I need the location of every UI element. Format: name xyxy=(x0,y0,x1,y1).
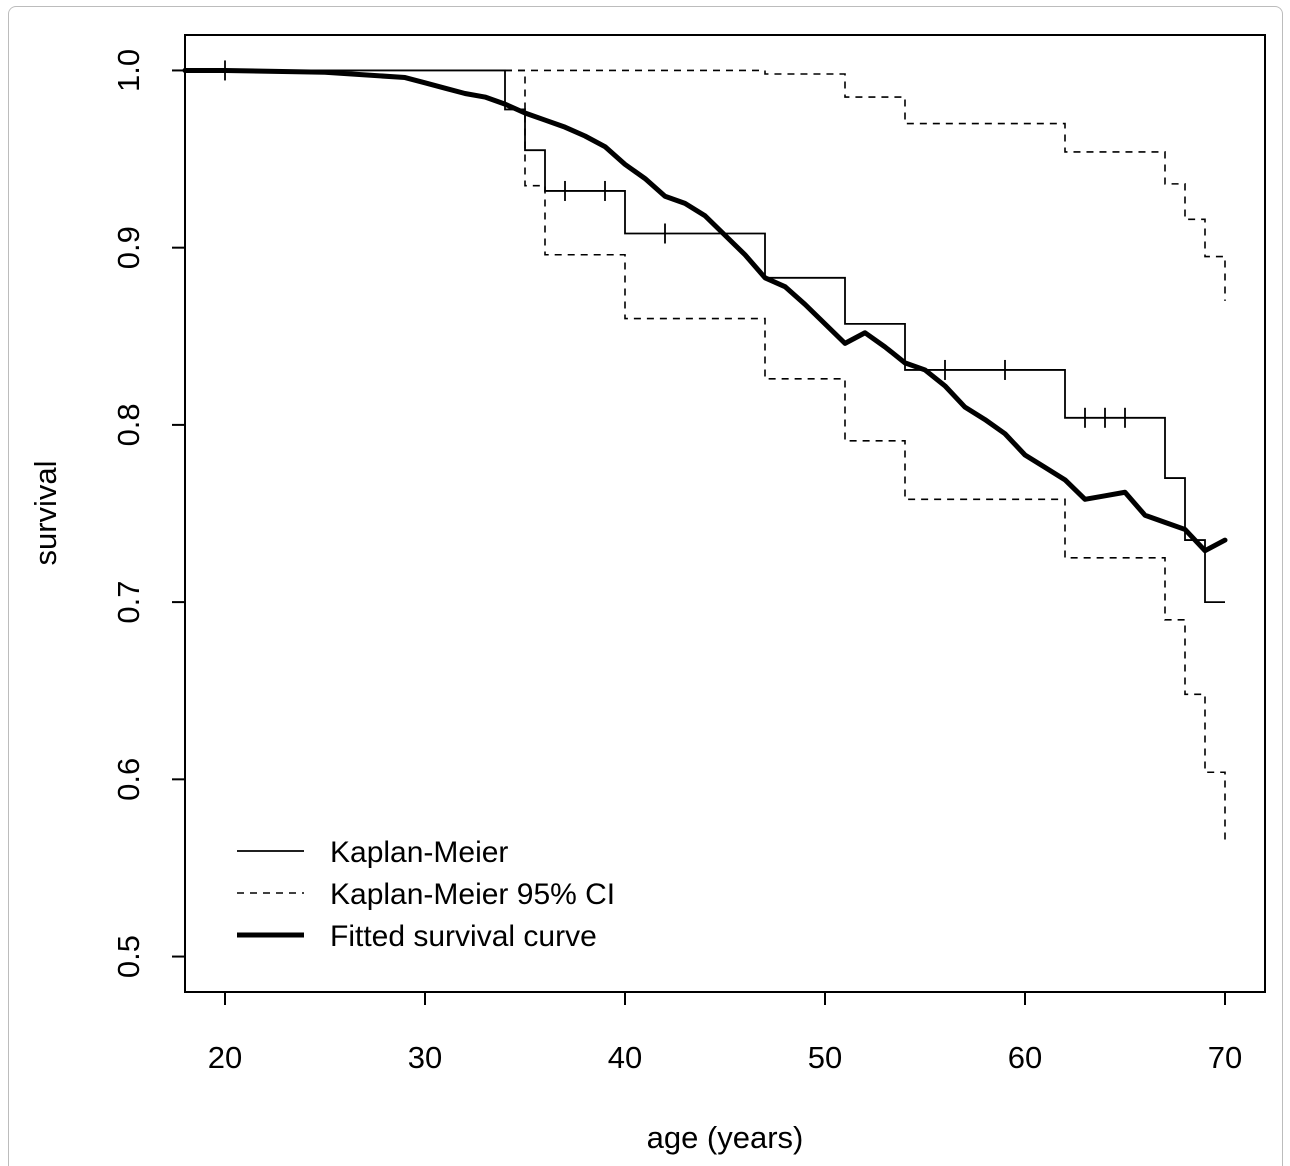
ci-upper-line xyxy=(505,69,1226,301)
fitted-curve-line xyxy=(182,67,1228,554)
legend-label: Kaplan-Meier xyxy=(330,836,508,869)
x-tick-label: 70 xyxy=(1208,1040,1242,1075)
y-axis-label: survival xyxy=(28,460,63,565)
y-axis: 0.5 0.6 0.7 0.8 0.9 1.0 xyxy=(111,49,186,978)
x-tick-label: 60 xyxy=(1008,1040,1042,1075)
x-axis: 20 30 40 50 60 70 xyxy=(208,991,1242,1075)
figure-frame xyxy=(8,6,1283,1166)
legend: Kaplan-Meier Kaplan-Meier 95% CI Fitted su… xyxy=(237,836,615,953)
x-tick-label: 30 xyxy=(408,1040,442,1075)
x-tick-label: 50 xyxy=(808,1040,842,1075)
ci-lower-line xyxy=(505,69,1226,845)
x-axis-label: age (years) xyxy=(647,1120,804,1155)
x-tick-label: 40 xyxy=(608,1040,642,1075)
y-tick-label: 0.7 xyxy=(111,581,146,624)
y-tick-label: 0.5 xyxy=(111,935,146,978)
series-layer xyxy=(182,60,1228,845)
y-tick-label: 1.0 xyxy=(111,49,146,92)
y-tick-label: 0.9 xyxy=(111,226,146,269)
legend-label: Fitted survival curve xyxy=(330,920,597,953)
kaplan-meier-line xyxy=(185,69,1225,604)
x-tick-label: 20 xyxy=(208,1040,242,1075)
y-tick-label: 0.8 xyxy=(111,403,146,446)
y-tick-label: 0.6 xyxy=(111,758,146,801)
legend-label: Kaplan-Meier 95% CI xyxy=(330,878,615,911)
